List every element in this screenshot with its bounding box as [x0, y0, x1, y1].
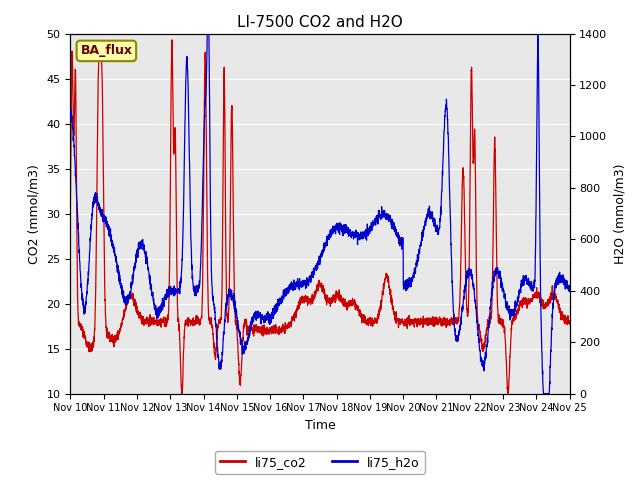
Y-axis label: CO2 (mmol/m3): CO2 (mmol/m3)	[28, 164, 41, 264]
X-axis label: Time: Time	[305, 419, 335, 432]
Y-axis label: H2O (mmol/m3): H2O (mmol/m3)	[613, 163, 626, 264]
Legend: li75_co2, li75_h2o: li75_co2, li75_h2o	[215, 451, 425, 474]
Title: LI-7500 CO2 and H2O: LI-7500 CO2 and H2O	[237, 15, 403, 30]
Text: BA_flux: BA_flux	[81, 44, 132, 58]
